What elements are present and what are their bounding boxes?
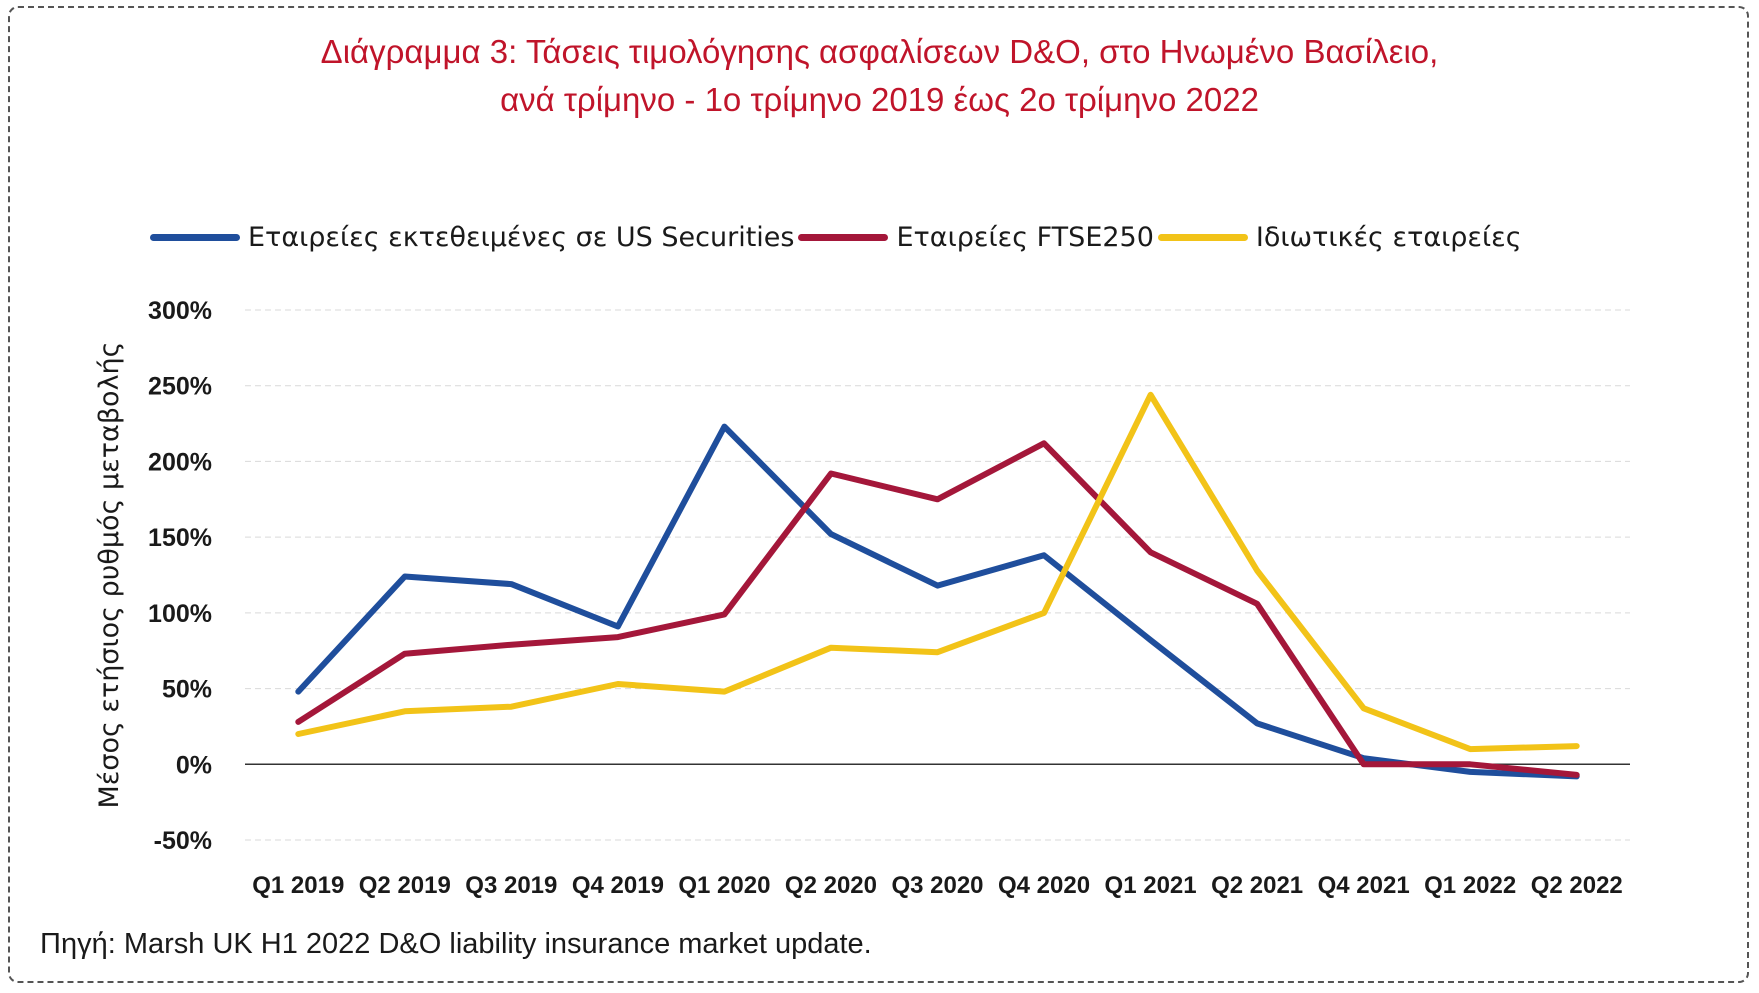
x-tick-label: Q1 2019 [252, 872, 344, 899]
x-tick-label: Q2 2020 [785, 872, 877, 899]
legend-swatch [798, 233, 889, 241]
source-note: Πηγή: Marsh UK H1 2022 D&O liability ins… [40, 928, 872, 960]
x-tick-label: Q2 2019 [359, 872, 451, 899]
x-tick-label: Q2 2021 [1211, 872, 1303, 899]
chart-frame [8, 6, 1749, 983]
y-tick-label: -50% [154, 827, 212, 855]
legend-swatch [150, 233, 240, 241]
legend-label: Εταιρείες FTSE250 [896, 221, 1154, 253]
title-line-2: ανά τρίμηνο - 1ο τρίμηνο 2019 έως 2ο τρί… [500, 81, 1259, 118]
y-tick-label: 200% [148, 448, 212, 476]
y-axis-label: Μέσος ετήσιος ρυθμός μεταβολής [94, 341, 125, 808]
legend-label: Ιδιωτικές εταιρείες [1255, 221, 1522, 253]
series-line-1 [295, 423, 1580, 780]
legend-item-3: Ιδιωτικές εταιρείες [1157, 221, 1522, 253]
legend-item-1: Εταιρείες εκτεθειμένες σε US Securities [150, 222, 794, 253]
y-tick-label: 150% [148, 524, 212, 552]
x-tick-label: Q3 2020 [891, 872, 983, 899]
legend-item-2: Εταιρείες FTSE250 [798, 221, 1154, 253]
title-line-1: Διάγραμμα 3: Τάσεις τιμολόγησης ασφαλίσε… [320, 33, 1439, 70]
x-tick-label: Q1 2020 [678, 872, 770, 899]
x-tick-label: Q1 2022 [1424, 872, 1516, 899]
y-tick-label: 300% [148, 297, 212, 325]
series-line-3 [295, 391, 1580, 753]
y-tick-label: 50% [162, 676, 212, 704]
x-tick-label: Q4 2020 [998, 872, 1090, 899]
x-tick-label: Q4 2019 [572, 872, 664, 899]
legend-swatch [1157, 233, 1248, 241]
x-tick-label: Q1 2021 [1105, 872, 1197, 899]
x-tick-label: Q2 2022 [1531, 872, 1623, 899]
series-line-2 [295, 440, 1580, 778]
y-tick-label: 100% [148, 600, 212, 628]
legend-label: Εταιρείες εκτεθειμένες σε US Securities [248, 221, 795, 253]
x-tick-label: Q4 2021 [1318, 872, 1410, 899]
chart-title: Διάγραμμα 3: Τάσεις τιμολόγησης ασφαλίσε… [0, 28, 1759, 124]
y-tick-label: 0% [176, 751, 212, 779]
chart-legend: Εταιρείες εκτεθειμένες σε US Securities Ε… [150, 212, 1526, 262]
x-tick-label: Q3 2019 [465, 872, 557, 899]
y-tick-label: 250% [148, 373, 212, 401]
